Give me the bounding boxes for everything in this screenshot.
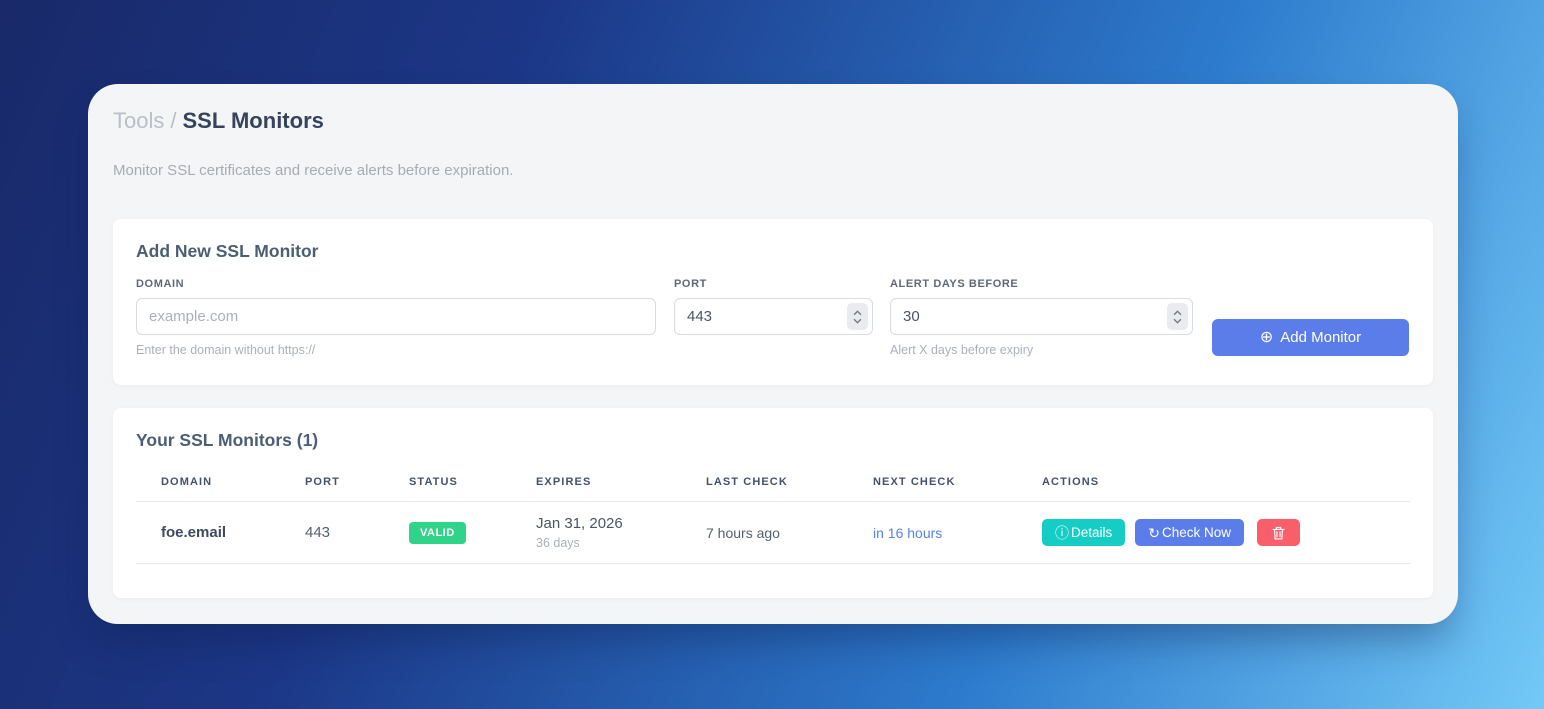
monitors-list-card: Your SSL Monitors (1) DOMAIN PORT STATUS…: [113, 408, 1433, 598]
plus-circle-icon: ⊕: [1259, 328, 1274, 346]
details-button-label: Details: [1071, 525, 1113, 540]
next-check-time: in 16 hours: [873, 501, 1042, 564]
chevron-down-icon: [853, 318, 862, 324]
port-label: PORT: [674, 278, 707, 290]
last-check-time: 7 hours ago: [706, 501, 873, 564]
alert-days-input[interactable]: [890, 298, 1193, 335]
check-now-button[interactable]: ↻ Check Now: [1135, 519, 1245, 546]
alert-days-helper-text: Alert X days before expiry: [890, 343, 1034, 357]
column-header-expires: EXPIRES: [536, 468, 706, 502]
trash-icon: [1272, 526, 1285, 540]
column-header-last-check: LAST CHECK: [706, 468, 873, 502]
monitor-port: 443: [305, 501, 409, 564]
page-title: SSL Monitors: [182, 108, 324, 133]
port-input[interactable]: [674, 298, 873, 335]
details-button[interactable]: ⓘ Details: [1042, 519, 1126, 546]
delete-monitor-button[interactable]: [1257, 519, 1301, 546]
domain-label: DOMAIN: [136, 278, 185, 290]
alert-days-label: ALERT DAYS BEFORE: [890, 278, 1019, 290]
alert-days-stepper[interactable]: [1167, 303, 1188, 330]
monitors-list-title: Your SSL Monitors (1): [136, 430, 319, 450]
status-badge: VALID: [409, 521, 466, 544]
chevron-down-icon: [1173, 318, 1182, 324]
add-monitor-button-label: Add Monitor: [1280, 329, 1362, 346]
ssl-monitors-page-card: Tools / SSL Monitors Monitor SSL certifica…: [88, 84, 1458, 624]
column-header-actions: ACTIONS: [1042, 468, 1410, 502]
domain-helper-text: Enter the domain without https://: [136, 343, 316, 357]
expires-days-remaining: 36 days: [536, 536, 580, 550]
add-monitor-form: DOMAIN Enter the domain without https://…: [136, 278, 1410, 357]
column-header-port: PORT: [305, 468, 409, 502]
info-circle-icon: ⓘ: [1055, 524, 1069, 541]
monitors-table: DOMAIN PORT STATUS EXPIRES LAST CHECK NE…: [136, 468, 1410, 564]
row-actions: ⓘ Details ↻ Check Now: [1042, 519, 1410, 546]
submit-field-group: ⊕ Add Monitor: [1212, 278, 1409, 357]
add-monitor-card: Add New SSL Monitor DOMAIN Enter the dom…: [113, 219, 1433, 385]
chevron-up-icon: [853, 309, 862, 315]
page-subtitle: Monitor SSL certificates and receive ale…: [113, 162, 514, 179]
domain-input[interactable]: [136, 298, 656, 335]
monitors-table-header: DOMAIN PORT STATUS EXPIRES LAST CHECK NE…: [136, 468, 1410, 502]
breadcrumb-tools-link[interactable]: Tools: [113, 108, 165, 133]
column-header-next-check: NEXT CHECK: [873, 468, 1042, 502]
monitor-domain: foe.email: [136, 501, 305, 564]
add-monitor-button[interactable]: ⊕ Add Monitor: [1212, 319, 1409, 356]
domain-field-group: DOMAIN Enter the domain without https://: [136, 278, 656, 357]
refresh-icon: ↻: [1148, 524, 1160, 541]
check-now-button-label: Check Now: [1162, 525, 1232, 540]
column-header-domain: DOMAIN: [136, 468, 305, 502]
breadcrumb-separator: /: [170, 108, 177, 133]
alert-days-field-group: ALERT DAYS BEFORE Alert X days before ex…: [890, 278, 1193, 357]
monitor-row: foe.email 443 VALID Jan 31, 2026 36 days…: [136, 501, 1410, 564]
chevron-up-icon: [1173, 309, 1182, 315]
breadcrumb: Tools / SSL Monitors: [113, 108, 324, 134]
expires-date: Jan 31, 2026: [536, 515, 623, 532]
port-field-group: PORT: [674, 278, 873, 357]
column-header-status: STATUS: [409, 468, 536, 502]
add-monitor-card-title: Add New SSL Monitor: [136, 241, 319, 261]
port-stepper[interactable]: [847, 303, 868, 330]
